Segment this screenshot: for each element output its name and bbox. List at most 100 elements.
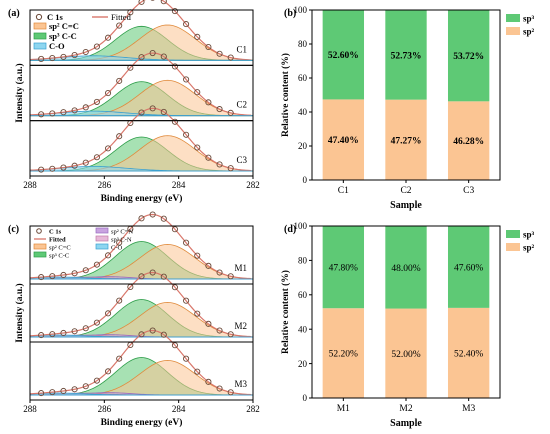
legend-swatch bbox=[506, 243, 520, 251]
xps-panel-0: C1 C2 C3 288 286 284 282 Binding energy (eV) Int… bbox=[8, 0, 260, 204]
data-point bbox=[227, 389, 234, 396]
data-point bbox=[216, 50, 223, 57]
legend-label: sp³ C-N bbox=[111, 237, 132, 244]
y-tick-label: 20 bbox=[298, 359, 308, 369]
legend-label-c1s: C 1s bbox=[47, 12, 64, 22]
legend-label: C 1s bbox=[49, 229, 62, 236]
x-tick-label: 284 bbox=[172, 404, 186, 414]
data-point bbox=[138, 54, 145, 61]
data-point bbox=[105, 368, 112, 375]
x-tick-label: 284 bbox=[172, 180, 186, 190]
data-point bbox=[138, 331, 145, 338]
data-point bbox=[160, 108, 167, 115]
fitted-curve bbox=[29, 52, 252, 116]
data-point bbox=[105, 145, 112, 152]
x-tick-label: M3 bbox=[462, 404, 475, 414]
plot-frame bbox=[311, 9, 501, 181]
x-tick-label: M2 bbox=[399, 404, 412, 414]
y-axis-label: Intensity (a.u.) bbox=[14, 283, 25, 342]
y-tick-label: 100 bbox=[294, 5, 308, 15]
x-tick-label: 286 bbox=[98, 404, 112, 414]
data-point bbox=[71, 270, 78, 277]
plot-frame bbox=[311, 225, 501, 399]
data-point bbox=[216, 327, 223, 334]
data-point bbox=[216, 269, 223, 276]
data-point bbox=[227, 165, 234, 172]
data-point bbox=[194, 33, 201, 40]
sample-label: C1 bbox=[236, 44, 247, 54]
bar-sp2 bbox=[385, 308, 427, 398]
data-point bbox=[138, 215, 145, 222]
bar-value-label: 47.60% bbox=[454, 263, 483, 273]
bar-sp3 bbox=[322, 10, 365, 100]
data-point bbox=[93, 377, 100, 384]
bar-value-label: 47.80% bbox=[329, 264, 358, 274]
x-axis-label: Sample bbox=[390, 200, 422, 211]
sample-label: C3 bbox=[236, 155, 247, 165]
data-point bbox=[116, 77, 123, 84]
y-tick-label: 20 bbox=[298, 141, 308, 151]
panel-label: (d) bbox=[284, 224, 296, 235]
legend: sp³ sp² bbox=[506, 230, 535, 253]
spectrum-M3: M3 bbox=[29, 327, 254, 401]
y-axis-label: Relative content (%) bbox=[280, 270, 291, 354]
data-point bbox=[160, 215, 167, 222]
bar-value-label: 53.72% bbox=[453, 52, 484, 62]
legend-label: sp² bbox=[523, 27, 535, 37]
data-point bbox=[160, 331, 167, 338]
data-point bbox=[82, 159, 89, 166]
data-point bbox=[183, 131, 190, 138]
xps-panel-2: M1 M2 M3 288 286 284 282 Binding energy (eV) Int… bbox=[8, 211, 260, 428]
data-point bbox=[116, 22, 123, 29]
y-tick-label: 0 bbox=[303, 175, 308, 185]
x-tick-label: C1 bbox=[338, 186, 349, 196]
data-point bbox=[71, 328, 78, 335]
data-point bbox=[138, 273, 145, 280]
data-point bbox=[116, 133, 123, 140]
bar-value-label: 47.27% bbox=[391, 136, 422, 146]
x-tick-label: C2 bbox=[400, 186, 411, 196]
data-point bbox=[60, 329, 67, 337]
x-axis-label: Sample bbox=[390, 418, 422, 429]
spectrum-C2: C2 bbox=[29, 49, 254, 122]
x-tick-label: 288 bbox=[23, 404, 37, 414]
data-point bbox=[71, 107, 78, 114]
spectrum-M2: M2 bbox=[29, 269, 254, 343]
bar-sp3 bbox=[447, 226, 490, 308]
data-point bbox=[183, 355, 190, 362]
data-point bbox=[183, 21, 190, 28]
legend-label: C-O bbox=[111, 245, 123, 252]
data-point bbox=[82, 104, 89, 111]
x-tick-label: 286 bbox=[98, 180, 112, 190]
legend-swatch bbox=[506, 14, 520, 22]
fitted-curve bbox=[29, 213, 252, 280]
legend-label: sp² bbox=[523, 243, 535, 253]
bar-sp3 bbox=[322, 226, 365, 309]
legend-label: Fitted bbox=[49, 237, 66, 244]
data-point bbox=[82, 48, 89, 56]
data-point bbox=[227, 273, 234, 280]
legend-swatch bbox=[95, 243, 109, 250]
y-tick-label: 40 bbox=[298, 107, 308, 117]
y-tick-label: 80 bbox=[298, 256, 308, 266]
sample-label: M1 bbox=[234, 263, 247, 273]
data-point bbox=[71, 52, 78, 59]
legend-swatch bbox=[506, 27, 520, 35]
legend-swatch bbox=[95, 227, 109, 234]
bar-panel-3: 52.20% 47.80% M1 52.00% 48.00% M2 52.40% 47.60%… bbox=[280, 221, 535, 429]
data-point bbox=[49, 55, 56, 62]
data-point bbox=[38, 55, 45, 63]
bar-value-label: 52.40% bbox=[454, 349, 483, 359]
y-tick-label: 80 bbox=[298, 39, 308, 49]
data-point bbox=[149, 327, 156, 334]
data-point bbox=[216, 385, 223, 392]
data-point bbox=[60, 164, 67, 171]
legend-label: sp³ bbox=[523, 14, 535, 24]
data-point bbox=[60, 271, 67, 279]
fitted-curve bbox=[29, 107, 252, 172]
data-point bbox=[60, 109, 67, 116]
legend-marker-c1s bbox=[35, 13, 43, 21]
legend: sp³ sp² bbox=[506, 14, 535, 37]
